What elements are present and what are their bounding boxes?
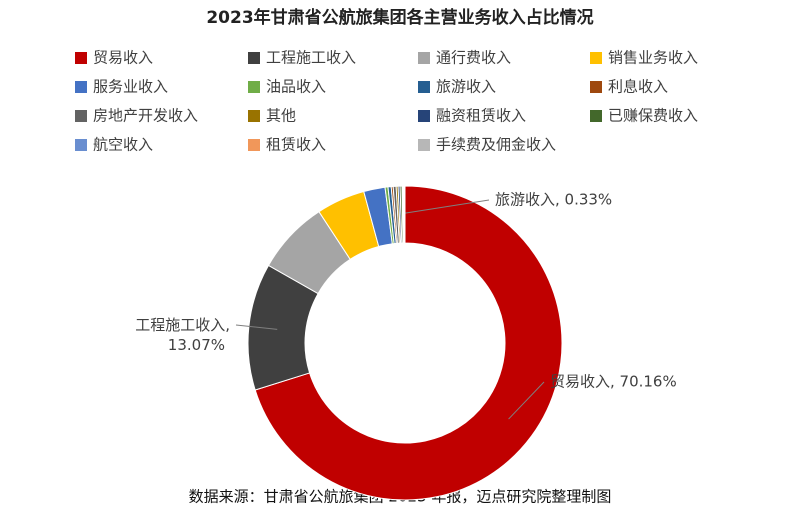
- legend-label: 旅游收入: [436, 78, 496, 96]
- chart-title: 2023年甘肃省公航旅集团各主营业务收入占比情况: [206, 7, 593, 28]
- legend-swatch: [248, 110, 260, 122]
- data-label: 旅游收入, 0.33%: [495, 191, 612, 209]
- data-label: 工程施工收入, 13.07%: [135, 316, 230, 354]
- leader-line: [235, 324, 278, 330]
- legend-label: 融资租赁收入: [436, 107, 526, 125]
- legend-label: 通行费收入: [436, 49, 511, 67]
- legend-label: 已赚保费收入: [608, 107, 698, 125]
- legend-swatch: [590, 52, 602, 64]
- data-label-line: 13.07%: [168, 336, 225, 354]
- legend-label: 其他: [266, 107, 296, 125]
- donut-slice: [254, 185, 563, 501]
- leader-line: [508, 381, 545, 420]
- leader-line: [392, 199, 490, 216]
- legend-label: 贸易收入: [93, 49, 153, 67]
- legend-label: 手续费及佣金收入: [436, 136, 556, 154]
- legend-label: 租赁收入: [266, 136, 326, 154]
- legend-label: 服务业收入: [93, 78, 168, 96]
- data-label-line: 工程施工收入,: [135, 316, 230, 334]
- legend-swatch: [418, 139, 430, 151]
- legend-swatch: [418, 52, 430, 64]
- legend-swatch: [75, 110, 87, 122]
- legend-label: 销售业务收入: [608, 49, 698, 67]
- legend-label: 工程施工收入: [266, 49, 356, 67]
- legend-swatch: [418, 110, 430, 122]
- legend-label: 油品收入: [266, 78, 326, 96]
- donut-slice: [403, 185, 406, 244]
- data-label: 贸易收入, 70.16%: [550, 373, 677, 391]
- legend-swatch: [75, 52, 87, 64]
- legend-swatch: [75, 139, 87, 151]
- legend-label: 航空收入: [93, 136, 153, 154]
- legend-swatch: [248, 52, 260, 64]
- legend-swatch: [248, 139, 260, 151]
- legend-swatch: [590, 81, 602, 93]
- legend-swatch: [248, 81, 260, 93]
- legend-swatch: [75, 81, 87, 93]
- legend-swatch: [590, 110, 602, 122]
- legend-swatch: [418, 81, 430, 93]
- legend-label: 利息收入: [608, 78, 668, 96]
- legend-label: 房地产开发收入: [93, 107, 198, 125]
